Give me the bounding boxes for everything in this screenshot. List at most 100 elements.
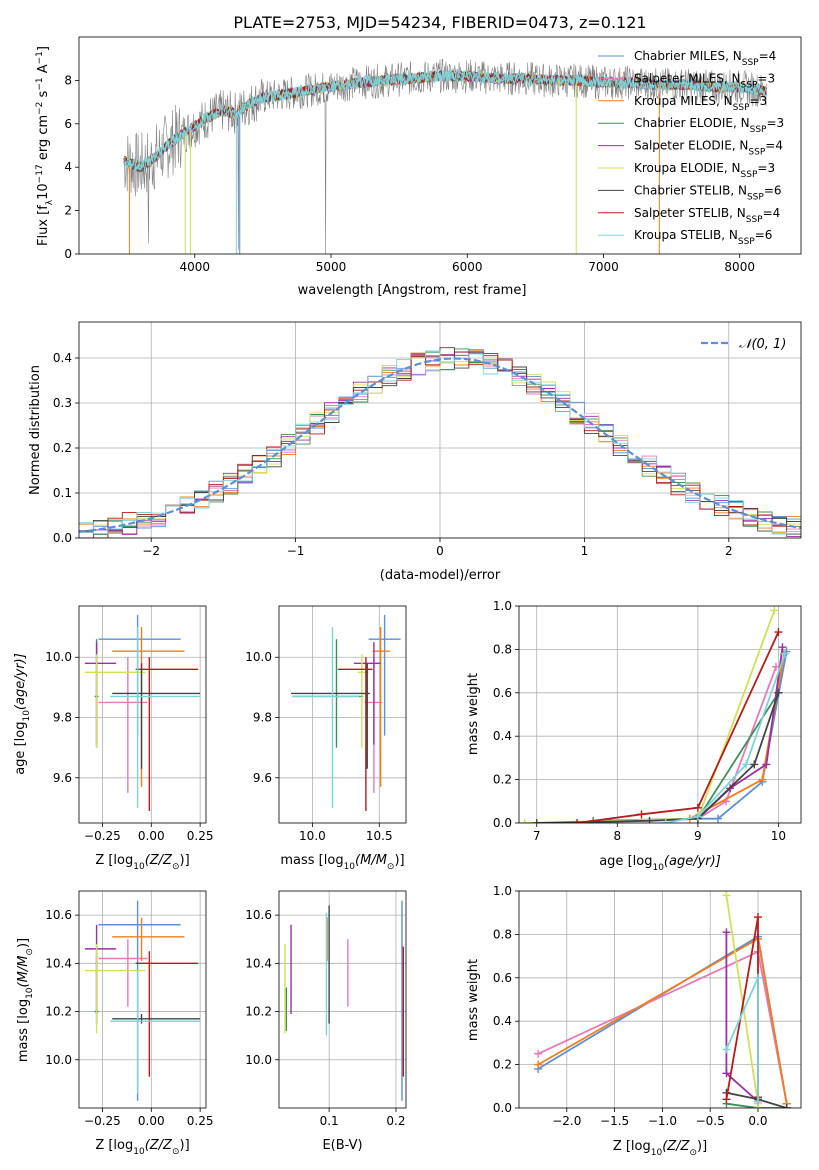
label-part: A [36, 64, 51, 77]
residual-histogram-chabrier_stelib [79, 347, 801, 535]
plot-area [79, 606, 206, 823]
label-part: −1 [35, 77, 45, 90]
label-part: =3 [757, 161, 775, 175]
y-tick-label: 10.0 [245, 650, 272, 664]
x-tick-label: 6000 [452, 260, 483, 274]
label-part: =6 [764, 183, 782, 197]
label-part: )] [180, 853, 190, 868]
mass-weight-marker [520, 819, 529, 823]
label-part: 10 [344, 862, 356, 872]
y-tick-label: 0.6 [493, 971, 512, 985]
y-tick-label: 6 [64, 117, 72, 131]
mass-weight-marker [782, 1104, 791, 1108]
mass-weight-marker [753, 973, 762, 982]
legend-entry: 𝒩(0, 1) [739, 337, 786, 352]
y-tick-label: 10.0 [245, 1053, 272, 1067]
mass-weight-marker [772, 662, 781, 671]
y-axis-label: mass weight [466, 673, 481, 755]
legend-entry: Chabrier STELIB, NSSP=6 [634, 183, 782, 202]
label-part: s [36, 90, 51, 101]
legend-entry: Kroupa MILES, NSSP=3 [634, 94, 767, 113]
residual-histogram-kroupa_elodie [79, 354, 801, 534]
y-tick-label: 0.2 [493, 773, 512, 787]
x-tick-label: 7000 [588, 260, 619, 274]
y-tick-label: 0.8 [493, 927, 512, 941]
x-axis-label: Z [log10(Z/Z⊙)] [95, 1138, 189, 1157]
label-part: λ [45, 199, 55, 205]
x-tick-label: −2.0 [552, 1114, 581, 1128]
plots-container: 4000 5000 6000 7000 8000 0 2 4 6 8 wavelength [Ang… [13, 36, 802, 1158]
mass-weight-line-chabrier_elodie [726, 1102, 787, 1108]
y-tick-label: 9.8 [253, 711, 272, 725]
label-part: =3 [757, 71, 775, 85]
label-part: −1 [35, 51, 45, 64]
label-part: −17 [35, 164, 45, 183]
label-part: SSP [750, 125, 767, 135]
label-part: =3 [750, 94, 768, 108]
y-axis-label: mass weight [466, 959, 481, 1041]
x-tick-label: −0.25 [84, 1114, 121, 1128]
label-part: SSP [742, 58, 759, 68]
x-axis-label: Z [log10(Z/Z⊙)] [613, 1139, 707, 1158]
label-part: SSP [746, 215, 763, 225]
mass-weight-marker [778, 643, 787, 652]
label-part: =4 [763, 206, 781, 220]
x-tick-label: 4000 [180, 260, 211, 274]
label-part: Chabrier MILES, N [634, 49, 742, 63]
y-tick-label: 4 [64, 160, 72, 174]
x-tick-label: 10.0 [299, 829, 326, 843]
x-tick-label: 8000 [724, 260, 755, 274]
x-axis-label: age [log10(age/yr)] [599, 854, 721, 873]
x-tick-label: −1 [287, 544, 305, 558]
y-tick-label: 9.6 [53, 771, 72, 785]
x-tick-label: 1 [581, 544, 589, 558]
label-part: SSP [741, 170, 758, 180]
legend-entry: Kroupa ELODIE, NSSP=3 [634, 161, 775, 180]
label-part: E(B-V) [322, 1138, 362, 1153]
y-tick-label: 0.0 [53, 531, 72, 545]
mass-weight-line-chabrier_elodie [593, 692, 780, 822]
mass-weight-marker [573, 819, 582, 823]
y-tick-label: 10.2 [245, 1005, 272, 1019]
axes-frame [78, 321, 802, 539]
axes-frame [518, 605, 802, 824]
x-tick-label: −2 [142, 544, 160, 558]
mass-weight-marker [780, 649, 789, 658]
x-tick-label: 7 [533, 829, 541, 843]
x-axis-label: E(B-V) [322, 1138, 362, 1153]
mass-weight-marker [534, 1049, 543, 1058]
y-tick-label: 10.0 [45, 1053, 72, 1067]
label-part: (M/M [355, 853, 387, 868]
y-tick-label: 0.1 [53, 486, 72, 500]
label-part: Salpeter ELODIE, N [634, 139, 748, 153]
y-tick-label: 0.4 [493, 1014, 512, 1028]
mass-weight-marker [722, 1095, 731, 1104]
plot-area [519, 606, 801, 823]
axes-mass-vs-ebv: 0.1 0.2 10.0 10.2 10.4 10.6 E(B-V) [245, 890, 407, 1153]
normal-curve [79, 357, 801, 533]
legend-entry: Salpeter MILES, NSSP=3 [634, 71, 775, 90]
y-tick-label: 10.4 [245, 956, 272, 970]
label-part: =4 [759, 49, 777, 63]
mass-weight-marker [722, 1069, 731, 1078]
x-tick-label: −1.0 [648, 1114, 677, 1128]
label-part: age [log [599, 854, 652, 869]
x-tick-label: 9 [694, 829, 702, 843]
axes-frame [518, 890, 802, 1109]
model-spectrum-kroupa_stelib [123, 70, 767, 171]
x-tick-label: −0.5 [696, 1114, 725, 1128]
label-part: 10 [36, 183, 51, 200]
label-part: Z [log [95, 853, 133, 868]
y-tick-label: 10.6 [45, 908, 72, 922]
axes-age-vs-z: −0.25 0.00 0.259.69.810.0Z [log10(Z/Z⊙)]ag… [13, 605, 213, 872]
y-tick-label: 10.4 [45, 956, 72, 970]
label-part: )] [394, 853, 404, 868]
label-part: Kroupa STELIB, N [634, 228, 738, 242]
label-part: ⊙ [25, 948, 35, 956]
y-tick-label: 0.6 [493, 686, 512, 700]
y-tick-label: 9.6 [253, 771, 272, 785]
y-tick-label: 0.0 [493, 1101, 512, 1115]
